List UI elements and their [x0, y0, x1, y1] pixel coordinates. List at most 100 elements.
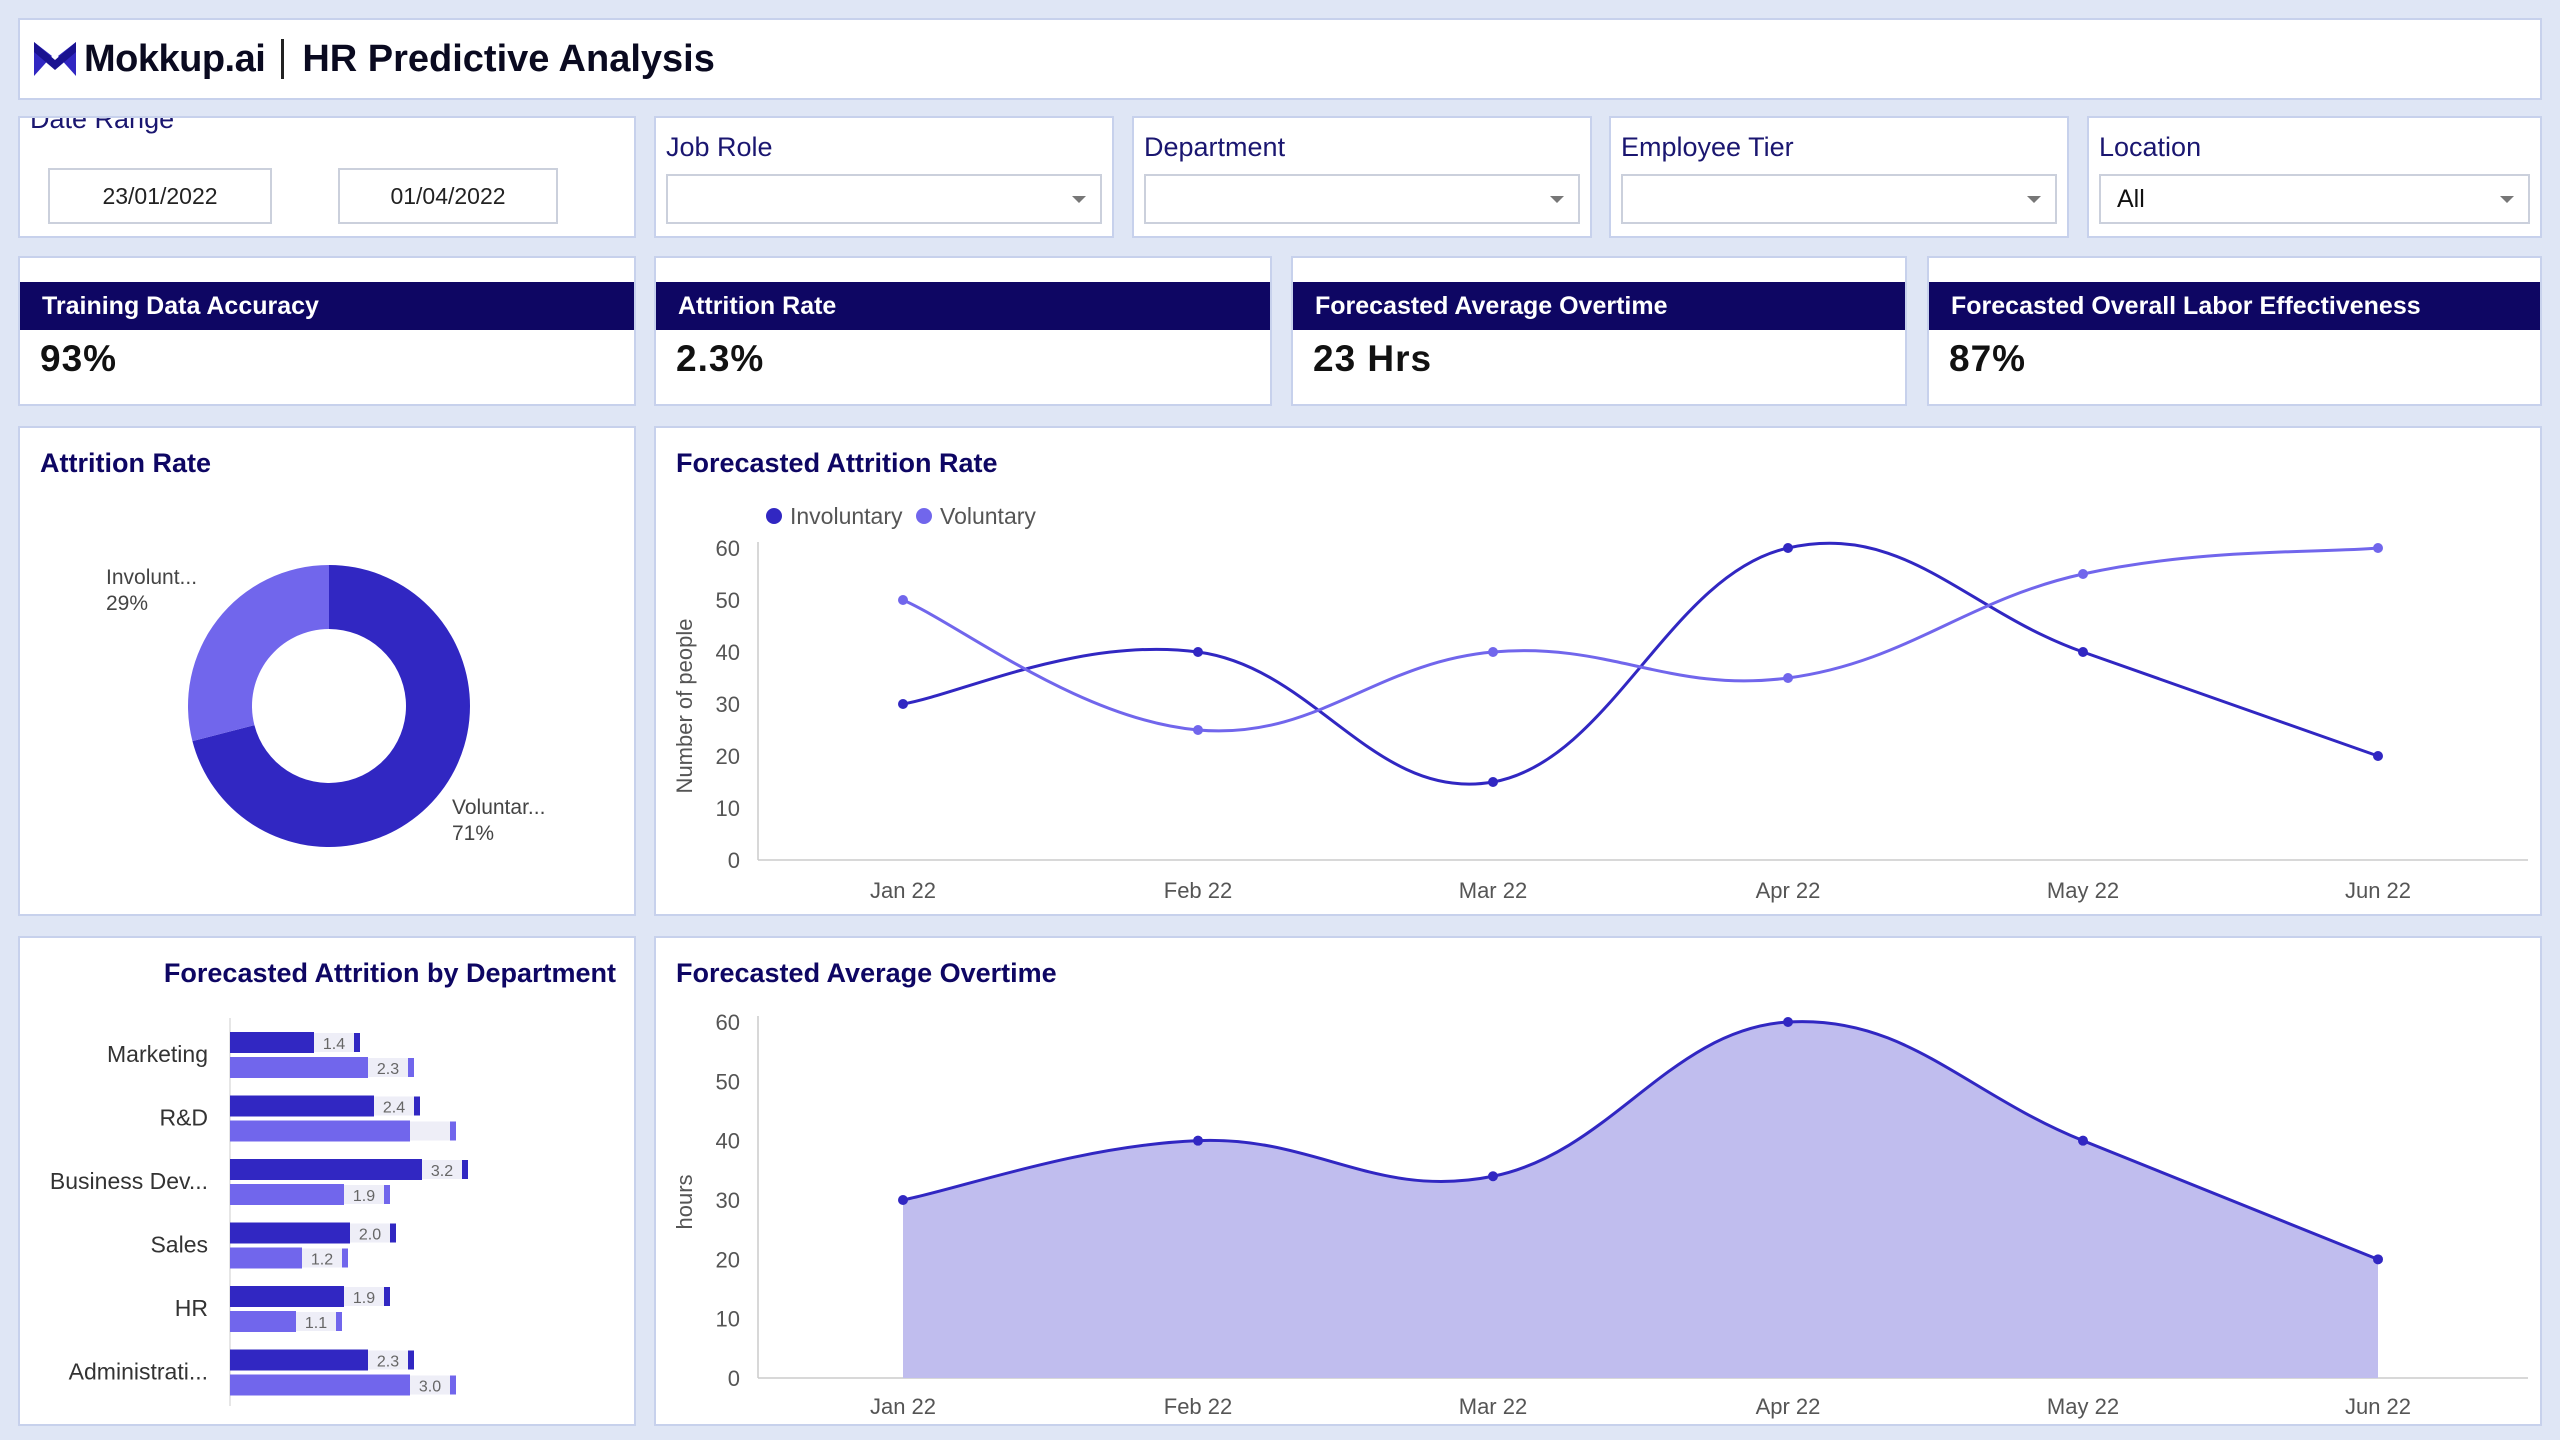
bar-end-marker: [414, 1096, 420, 1116]
end-date-input[interactable]: 01/04/2022: [338, 168, 558, 224]
y-tick-label: 20: [716, 744, 740, 769]
bar-value-label: 1.9: [353, 1290, 375, 1307]
data-point[interactable]: [2078, 647, 2088, 657]
overtime-area-chart: hours 0 10 20 30 40 50 60 Jan 22 Feb 22 Mar 22 Apr…: [672, 1010, 2528, 1419]
data-point[interactable]: [1488, 777, 1498, 787]
bar[interactable]: [230, 1286, 344, 1307]
bar[interactable]: [230, 1095, 374, 1117]
attrition-by-department-card: Forecasted Attrition by Department Marke…: [18, 936, 636, 1426]
forecasted-attrition-card: Forecasted Attrition Rate Involuntary Vo…: [654, 426, 2542, 916]
donut-slice[interactable]: [192, 565, 470, 847]
donut-slice[interactable]: [188, 565, 329, 742]
kpi-label: Forecasted Overall Labor Effectiveness: [1929, 282, 2540, 330]
data-point[interactable]: [2373, 751, 2383, 761]
bar[interactable]: [230, 1120, 410, 1142]
x-tick-label: Feb 22: [1164, 1394, 1233, 1419]
series-line-involuntary: [902, 541, 2379, 786]
y-tick-label: 10: [716, 796, 740, 821]
bar[interactable]: [230, 1032, 314, 1053]
data-point[interactable]: [898, 1195, 908, 1205]
logo-text: Mokkup.ai: [84, 37, 266, 80]
y-tick-label: 0: [728, 848, 740, 873]
data-point[interactable]: [1193, 725, 1203, 735]
data-point[interactable]: [898, 699, 908, 709]
bar[interactable]: [230, 1057, 368, 1078]
data-point[interactable]: [1488, 647, 1498, 657]
data-point[interactable]: [898, 595, 908, 605]
y-axis-label: hours: [672, 1174, 697, 1229]
date-range-filter: Date Range 23/01/2022 01/04/2022: [18, 116, 636, 238]
forecasted-overtime-card: Forecasted Average Overtime hours 0 10 20 3…: [654, 936, 2542, 1426]
bar-end-marker: [450, 1121, 456, 1141]
legend-voluntary-swatch: [916, 508, 932, 524]
kpi-label: Attrition Rate: [656, 282, 1270, 330]
data-point[interactable]: [2373, 543, 2383, 553]
bar[interactable]: [230, 1349, 368, 1371]
job-role-select[interactable]: [666, 174, 1102, 224]
bar-end-marker: [336, 1312, 342, 1331]
location-select[interactable]: All: [2099, 174, 2530, 224]
bar[interactable]: [230, 1247, 302, 1269]
data-point[interactable]: [2078, 1135, 2088, 1146]
bar-label-bg: [344, 1287, 384, 1306]
department-label: Department: [1144, 132, 1286, 162]
page-title: HR Predictive Analysis: [302, 37, 715, 80]
x-tick-label: Jan 22: [870, 878, 936, 903]
bar-end-marker: [390, 1223, 396, 1243]
bar-end-marker: [462, 1160, 468, 1179]
y-tick-label: 30: [716, 692, 740, 717]
bar[interactable]: [230, 1222, 350, 1244]
kpi-training-accuracy: Training Data Accuracy 93%: [18, 256, 636, 406]
slice-value-label: 71%: [452, 822, 494, 845]
x-tick-label: Mar 22: [1459, 1394, 1527, 1419]
employee-tier-filter: Employee Tier: [1609, 116, 2069, 238]
bar-label-bg: [296, 1312, 336, 1331]
attrition-line-chart: Involuntary Voluntary Number of people 0…: [672, 503, 2528, 903]
data-point[interactable]: [1783, 1017, 1793, 1027]
category-label: Administrati...: [69, 1359, 208, 1385]
card-title: Forecasted Attrition by Department: [163, 958, 616, 988]
bar-end-marker: [342, 1248, 348, 1268]
data-point[interactable]: [2078, 569, 2088, 579]
legend-involuntary-swatch: [766, 508, 782, 524]
employee-tier-label: Employee Tier: [1621, 132, 1794, 162]
data-point[interactable]: [1193, 647, 1203, 657]
bar[interactable]: [230, 1159, 422, 1180]
y-axis-label: Number of people: [672, 619, 697, 794]
mokkup-logo-icon: [34, 42, 76, 76]
y-tick-label: 60: [716, 1010, 740, 1035]
x-tick-label: Apr 22: [1756, 878, 1821, 903]
bar-end-marker: [384, 1287, 390, 1306]
y-tick-label: 40: [716, 640, 740, 665]
data-point[interactable]: [1488, 1171, 1498, 1182]
data-point[interactable]: [1783, 673, 1793, 683]
x-tick-label: Jan 22: [870, 1394, 936, 1419]
series-line-voluntary: [902, 546, 2379, 733]
kpi-label: Forecasted Average Overtime: [1293, 282, 1905, 330]
start-date-input[interactable]: 23/01/2022: [48, 168, 272, 224]
x-tick-label: Apr 22: [1756, 1394, 1821, 1419]
bar-value-label: 1.2: [311, 1252, 333, 1269]
bar-label-bg: [374, 1096, 414, 1116]
data-point[interactable]: [2373, 1254, 2383, 1265]
x-tick-label: Feb 22: [1164, 878, 1233, 903]
bar[interactable]: [230, 1311, 296, 1332]
y-tick-label: 60: [716, 536, 740, 561]
bar-value-label: 3.2: [431, 1163, 453, 1180]
category-label: Sales: [150, 1232, 208, 1258]
department-select[interactable]: [1144, 174, 1580, 224]
y-tick-label: 10: [716, 1307, 740, 1332]
data-point[interactable]: [1783, 543, 1793, 553]
employee-tier-select[interactable]: [1621, 174, 2057, 224]
data-point[interactable]: [1193, 1135, 1203, 1146]
bar[interactable]: [230, 1374, 410, 1396]
bar-value-label: 2.4: [383, 1100, 405, 1117]
bar-value-label: 1.1: [305, 1315, 327, 1332]
kpi-value: 93%: [40, 338, 118, 379]
bar-label-bg: [350, 1223, 390, 1243]
attrition-donut-card: Attrition Rate Involunt... 29% Voluntar.…: [18, 426, 636, 916]
bar[interactable]: [230, 1184, 344, 1205]
bar-end-marker: [450, 1375, 456, 1395]
area-fill: [903, 1021, 2378, 1378]
slice-label: Involunt...: [106, 566, 197, 589]
